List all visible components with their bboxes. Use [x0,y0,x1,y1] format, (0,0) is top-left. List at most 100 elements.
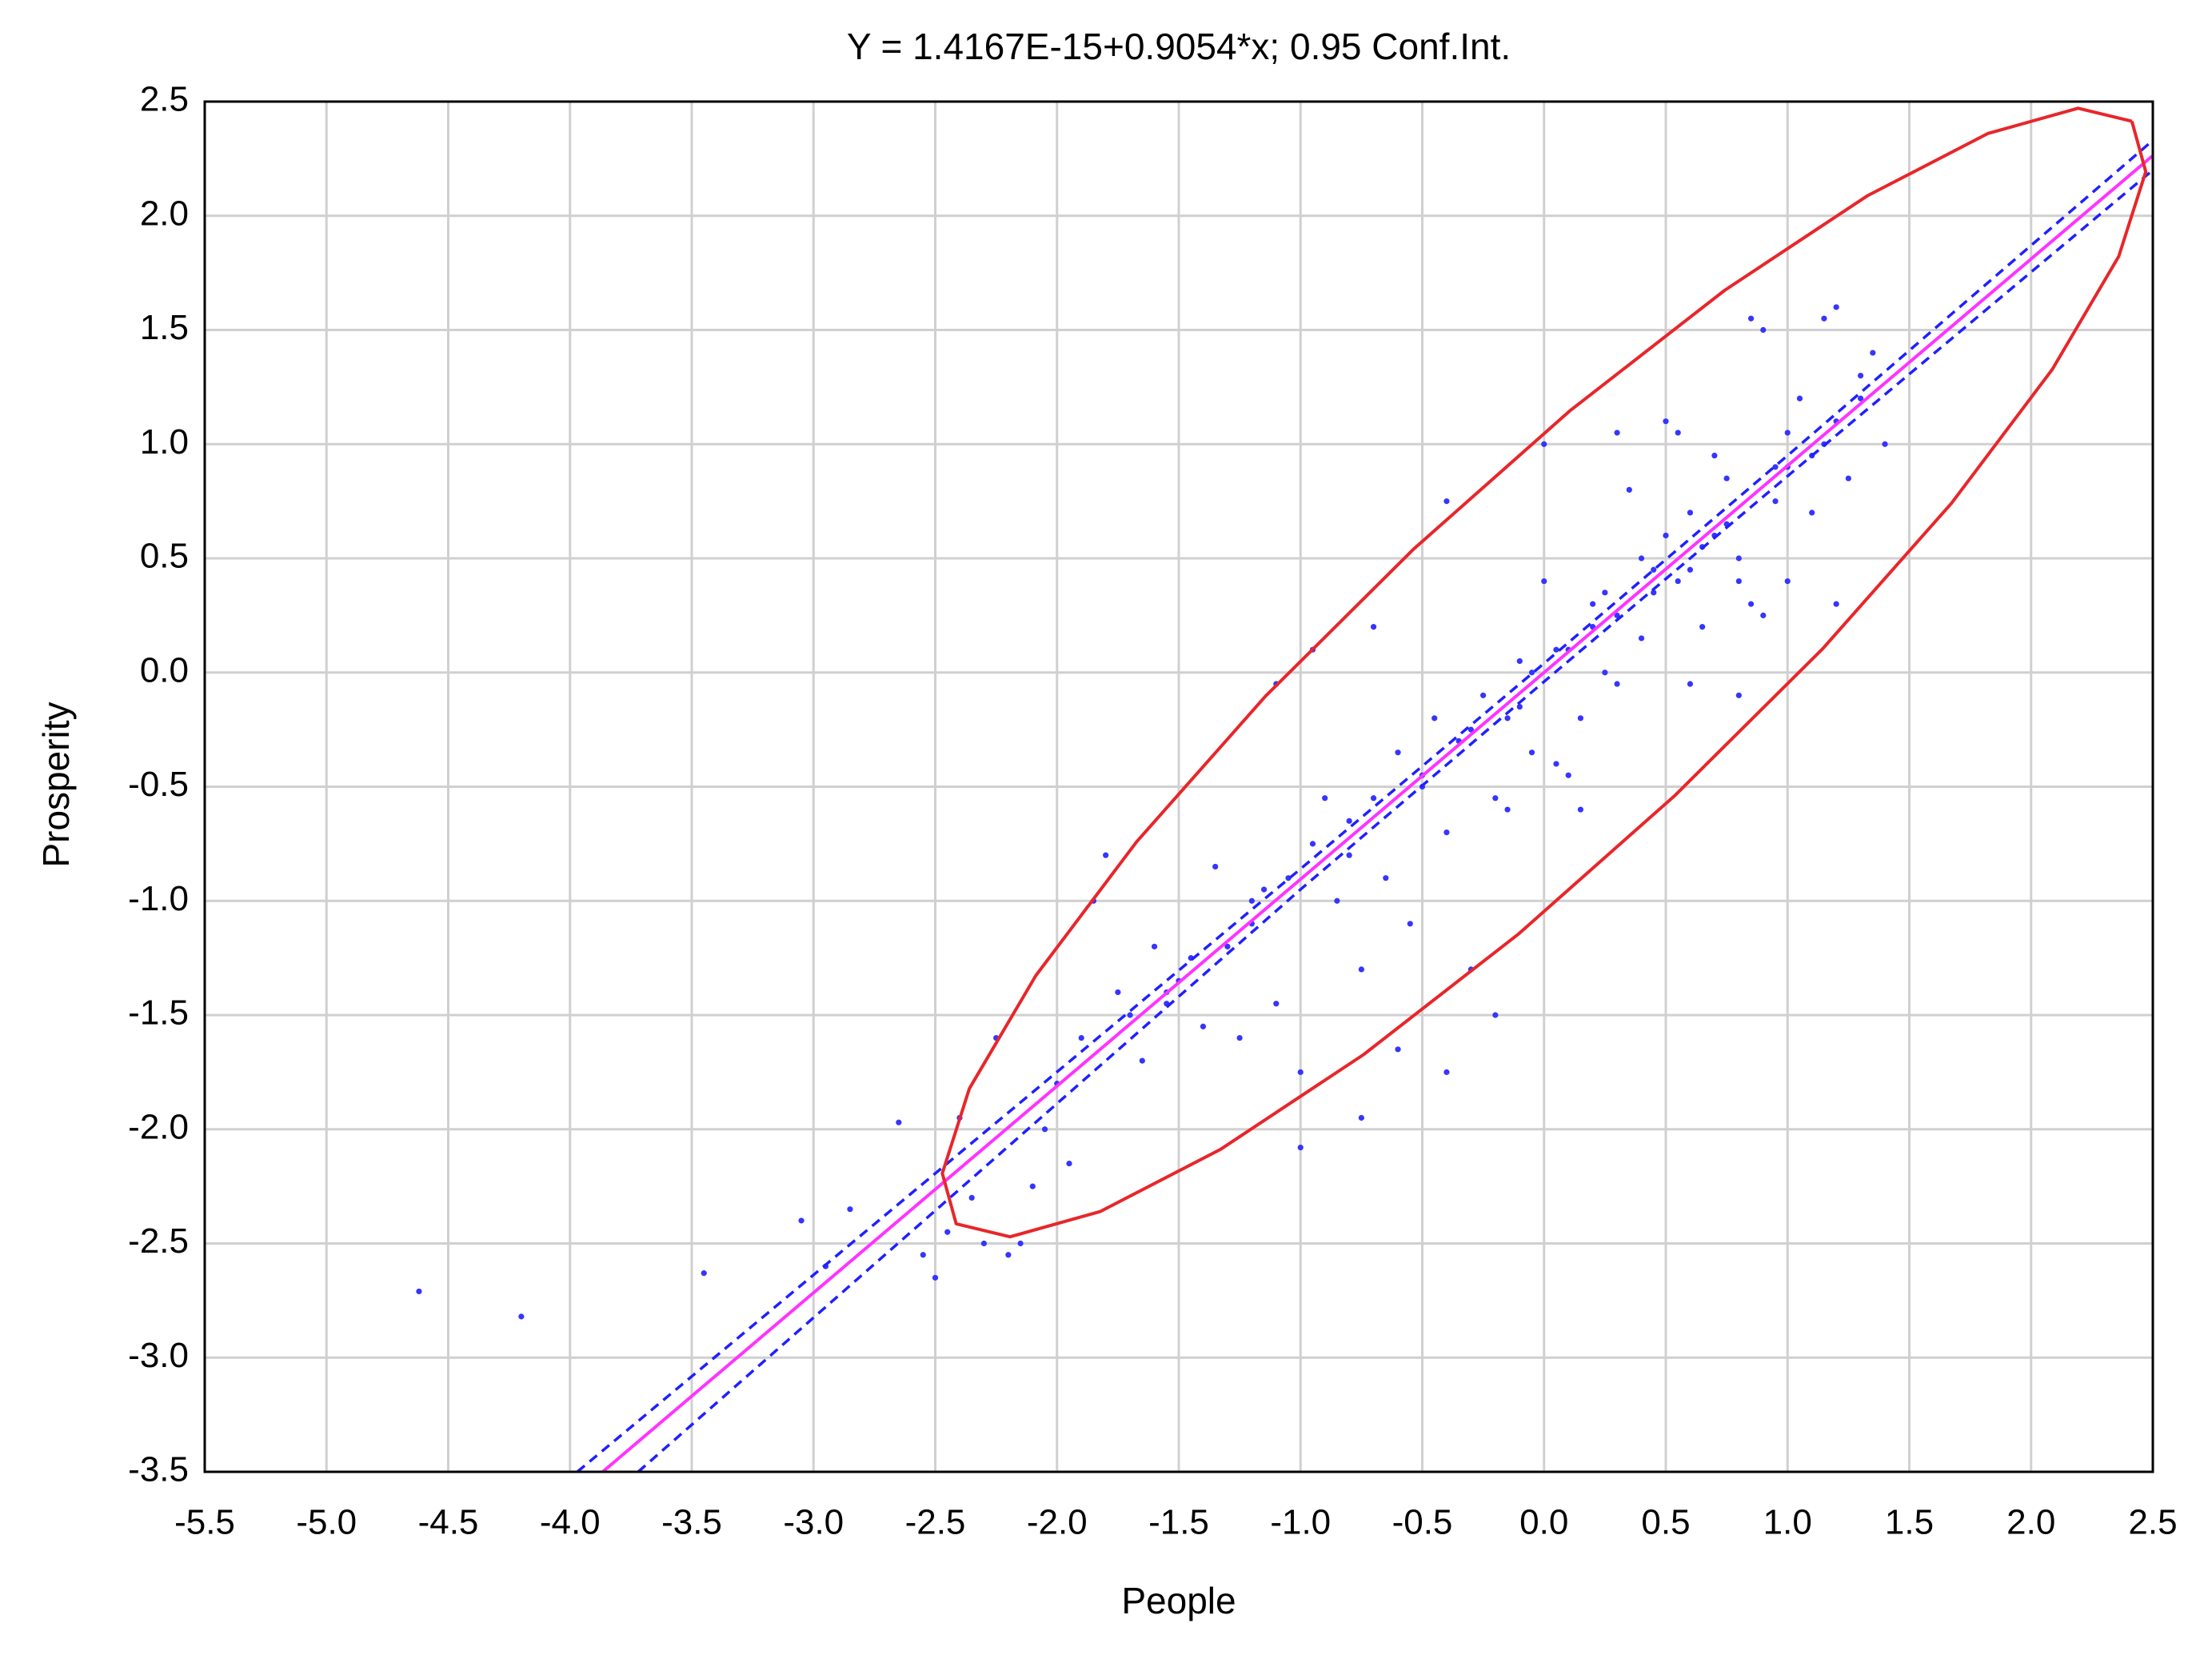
data-point [1103,852,1109,858]
data-point [1200,1023,1207,1029]
y-tick-label: 2.5 [140,80,189,119]
data-point [1127,1012,1133,1018]
data-point [1115,989,1121,996]
data-point [1858,395,1864,402]
data-point [1334,897,1340,904]
y-tick-label: 0.5 [140,537,189,576]
data-point [1346,852,1352,858]
x-tick-label: -1.0 [1270,1503,1331,1542]
data-point [1528,670,1535,676]
data-point [1443,498,1450,505]
data-point [1395,1046,1401,1053]
data-point [1297,1069,1304,1075]
data-point [1614,430,1620,436]
x-tick-label: -5.0 [296,1503,357,1542]
y-tick-label: 1.5 [140,308,189,347]
data-point [1260,886,1268,893]
data-point [1224,943,1231,949]
data-point [1602,590,1608,596]
y-tick-label: -3.5 [128,1450,189,1489]
data-point [1638,635,1645,642]
data-point [1248,897,1255,904]
y-axis-label: Prosperity [35,702,77,867]
data-point [1480,692,1487,698]
data-point [1309,841,1316,847]
data-point [1747,601,1755,607]
data-point [1541,441,1547,447]
data-point [1723,475,1730,482]
data-point [1602,670,1608,676]
data-point [1346,818,1352,824]
data-point [1029,1183,1036,1189]
data-point [1395,750,1401,756]
x-tick-label: -4.5 [418,1503,479,1542]
data-point [1492,795,1499,802]
fit-curve [601,154,2154,1473]
data-point [1735,555,1742,562]
data-point [518,1313,525,1320]
x-tick-label: 2.5 [2128,1503,2177,1542]
x-tick-label: 1.5 [1885,1503,1934,1542]
data-point [1516,703,1523,710]
data-point [1809,510,1815,516]
data-point [1760,612,1767,618]
data-point [1663,418,1669,425]
y-tick-label: -2.5 [128,1221,189,1261]
data-point [896,1119,902,1125]
fit-curve [940,106,2148,1239]
data-point [1541,578,1547,585]
data-point [1383,875,1389,881]
data-point [847,1206,853,1213]
x-tick-label: 2.0 [2006,1503,2055,1542]
data-point [1772,464,1779,470]
x-axis-label: People [1121,1580,1236,1621]
data-point [1358,966,1364,973]
data-point [1322,795,1328,802]
data-point [1017,1240,1024,1247]
data-point [1614,681,1620,687]
data-point [1504,715,1511,722]
x-tick-label: -0.5 [1392,1503,1453,1542]
data-point [1651,590,1657,596]
data-point [1675,430,1681,436]
data-point [968,1194,975,1201]
x-tick-label: -2.0 [1027,1503,1088,1542]
data-point [1151,943,1158,949]
data-point [1467,726,1474,733]
data-point [1784,430,1791,436]
data-point [1858,373,1864,379]
data-point [920,1252,926,1258]
data-point [1528,750,1535,756]
confidence-band [637,169,2154,1473]
data-point [1577,806,1584,813]
data-point [1078,1034,1084,1041]
data-point [1516,658,1523,665]
x-tick-label: 0.0 [1519,1503,1568,1542]
data-point [1443,1069,1450,1075]
data-point [1066,1160,1072,1167]
data-point [1492,1012,1499,1018]
data-point [1139,1057,1145,1064]
data-point [1687,566,1694,573]
data-point [1845,475,1851,482]
x-tick-label: -2.5 [905,1503,966,1542]
data-point [1614,612,1620,618]
data-point [932,1274,939,1281]
x-tick-label: -1.5 [1148,1503,1209,1542]
data-point [944,1229,951,1235]
data-point [798,1217,805,1224]
data-point [1699,624,1706,630]
data-point [1663,532,1669,539]
data-point [416,1288,422,1295]
data-point [1358,1114,1364,1121]
y-tick-label: 2.0 [140,194,189,233]
y-tick-label: -0.5 [128,765,189,804]
data-point [1041,1126,1048,1133]
data-point [1212,863,1219,870]
data-point [1821,315,1827,322]
data-point [1735,578,1742,585]
data-point [1005,1252,1012,1258]
data-point [1735,692,1742,698]
data-point [1747,315,1755,322]
